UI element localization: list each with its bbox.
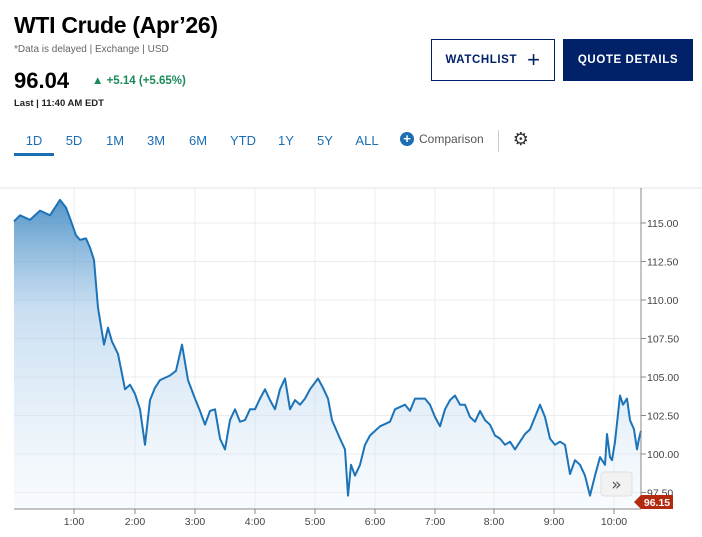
tab-ytd[interactable]: YTD xyxy=(230,133,256,148)
data-disclaimer: *Data is delayed | Exchange | USD xyxy=(14,44,169,55)
time-range-tabs: 1D 5D 1M 3M 6M YTD 1Y 5Y ALL + Comparison… xyxy=(14,128,529,156)
quote-details-button[interactable]: QUOTE DETAILS xyxy=(563,39,693,81)
x-tick-label: 1:00 xyxy=(64,516,85,528)
tab-1d[interactable]: 1D xyxy=(14,128,54,156)
x-tick-label: 2:00 xyxy=(125,516,146,528)
tab-3m[interactable]: 3M xyxy=(146,133,166,148)
x-tick-label: 10:00 xyxy=(601,516,627,528)
x-tick-label: 5:00 xyxy=(305,516,326,528)
y-tick-label: 105.00 xyxy=(647,372,679,384)
x-tick-label: 9:00 xyxy=(544,516,565,528)
y-tick-label: 110.00 xyxy=(647,295,678,307)
x-tick-label: 3:00 xyxy=(185,516,206,528)
scroll-forward-button[interactable] xyxy=(600,471,633,497)
price-line xyxy=(13,198,642,497)
up-arrow-icon: ▲ xyxy=(92,75,107,87)
add-circle-icon: + xyxy=(400,132,414,146)
divider xyxy=(497,130,499,152)
last-value-label: 96.15 xyxy=(644,497,670,509)
change-value: +5.14 (+5.65%) xyxy=(106,75,186,87)
gear-icon[interactable]: ⚙ xyxy=(512,129,529,149)
last-price: 96.04 xyxy=(14,68,70,93)
y-tick-label: 112.50 xyxy=(647,256,678,268)
watchlist-label: WATCHLIST xyxy=(445,54,518,66)
x-tick-label: 7:00 xyxy=(425,516,446,528)
tab-6m[interactable]: 6M xyxy=(188,133,208,148)
double-chevron-right-icon: » xyxy=(611,475,621,495)
tab-1m[interactable]: 1M xyxy=(105,133,125,148)
tab-5d[interactable]: 5D xyxy=(65,133,83,148)
tab-1y[interactable]: 1Y xyxy=(278,133,294,148)
tab-all[interactable]: ALL xyxy=(355,133,379,148)
page-title: WTI Crude (Apr’26) xyxy=(14,12,218,38)
last-value-marker xyxy=(634,495,673,509)
plus-icon: + xyxy=(527,47,541,72)
price-change: ▲ +5.14 (+5.65%) xyxy=(92,75,186,87)
price-area xyxy=(14,199,641,509)
watchlist-button[interactable]: WATCHLIST + xyxy=(431,39,555,81)
x-tick-label: 8:00 xyxy=(484,516,505,528)
last-updated: Last | 11:40 AM EDT xyxy=(14,98,104,109)
comparison-button[interactable]: + Comparison xyxy=(400,128,484,146)
y-tick-label: 102.50 xyxy=(647,411,679,423)
comparison-label: Comparison xyxy=(419,132,484,146)
y-tick-label: 107.50 xyxy=(647,333,679,345)
x-tick-label: 4:00 xyxy=(245,516,266,528)
y-tick-label: 115.00 xyxy=(647,218,678,230)
tab-5y[interactable]: 5Y xyxy=(317,133,333,148)
x-tick-label: 6:00 xyxy=(365,516,386,528)
y-tick-label: 100.00 xyxy=(647,449,679,461)
